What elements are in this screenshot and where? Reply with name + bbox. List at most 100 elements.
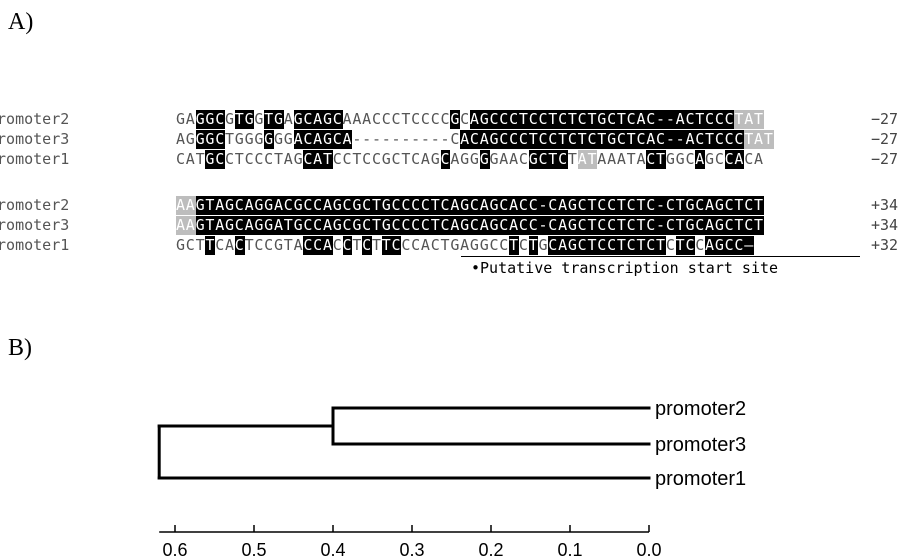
base: G	[479, 236, 490, 254]
base: -	[440, 130, 451, 148]
base: C	[381, 110, 392, 128]
base: -	[675, 130, 686, 149]
base: C	[724, 110, 735, 129]
base: -	[665, 130, 676, 149]
base: A	[460, 130, 470, 149]
base: C	[724, 150, 735, 169]
base: G	[430, 150, 441, 168]
base: C	[518, 130, 529, 149]
base: G	[460, 196, 470, 215]
alignment-row-promoter3: promoter3AAGTAGCAGGATGCCAGCGCTGCCCCTCAGC…	[0, 216, 905, 235]
base: A	[273, 196, 284, 215]
base: C	[401, 236, 412, 254]
base: C	[401, 196, 412, 215]
base: A	[616, 150, 627, 168]
base: C	[215, 236, 225, 254]
base: G	[460, 216, 470, 235]
base: G	[381, 216, 392, 235]
base: C	[714, 150, 725, 168]
base: C	[538, 130, 549, 149]
base: C	[518, 216, 529, 235]
base: G	[450, 110, 461, 129]
base: C	[558, 150, 568, 169]
base: A	[420, 150, 431, 168]
base: A	[322, 236, 333, 255]
base: C	[313, 216, 323, 235]
base: C	[577, 110, 588, 129]
base: C	[332, 236, 343, 254]
base: T	[675, 216, 686, 235]
base: C	[264, 150, 274, 168]
base: T	[636, 196, 647, 215]
base: G	[293, 150, 304, 168]
base: T	[528, 236, 539, 255]
base: C	[724, 130, 735, 149]
base: -	[352, 130, 363, 148]
base: C	[303, 130, 314, 149]
base: C	[362, 150, 372, 168]
base: G	[322, 130, 333, 149]
base: C	[616, 130, 627, 149]
base: C	[489, 236, 500, 254]
base: -	[656, 110, 666, 129]
base: C	[342, 216, 353, 235]
sequence-name: promoter2	[0, 110, 70, 128]
base: T	[587, 236, 598, 255]
base: G	[567, 216, 578, 235]
base: C	[626, 216, 637, 235]
sequence-name: promoter3	[0, 130, 70, 148]
base: T	[636, 236, 647, 255]
base: G	[460, 150, 470, 168]
base: C	[714, 110, 725, 129]
base: C	[567, 130, 578, 149]
base: C	[440, 110, 451, 128]
base: T	[371, 216, 382, 235]
base: C	[577, 196, 588, 215]
base: C	[558, 110, 568, 129]
base: G	[479, 110, 490, 129]
base: C	[724, 196, 735, 215]
base: A	[469, 110, 480, 129]
base: C	[714, 130, 725, 149]
base: G	[352, 196, 363, 215]
base: -	[362, 130, 372, 148]
base: T	[587, 196, 598, 215]
base: C	[215, 110, 225, 129]
base: T	[577, 130, 588, 149]
base: T	[754, 110, 764, 129]
base: C	[430, 236, 441, 254]
base: C	[254, 150, 265, 168]
base: G	[176, 236, 186, 254]
base: C	[646, 110, 657, 129]
base: A	[283, 110, 294, 128]
base: T	[371, 236, 382, 254]
base: C	[548, 196, 559, 215]
base: T	[371, 196, 382, 215]
base: G	[283, 130, 294, 148]
base: C	[469, 196, 480, 215]
base: G	[685, 216, 696, 235]
base: C	[626, 110, 637, 129]
axis-tick-label: 0.1	[557, 540, 582, 560]
sequence-position: −27	[871, 110, 899, 128]
base: G	[665, 150, 676, 168]
base: C	[283, 196, 294, 215]
base: A	[460, 236, 470, 254]
base: A	[577, 150, 588, 169]
base: —	[744, 236, 755, 255]
base: C	[626, 236, 637, 255]
base: C	[587, 130, 598, 149]
base: A	[313, 150, 323, 169]
base: G	[244, 130, 255, 148]
panel-a-label: A)	[8, 9, 34, 35]
base: G	[479, 150, 490, 169]
base: -	[538, 216, 549, 235]
sequence-position: +32	[871, 236, 899, 254]
base: C	[528, 216, 539, 235]
base: C	[705, 110, 715, 129]
axis-tick-label: 0.3	[399, 540, 424, 560]
alignment-row-promoter3: promoter3AGGGCTGGGGGGACAGCA----------CAC…	[0, 130, 905, 149]
base: C	[362, 236, 372, 255]
sequence-bases: CATGCCTCCCTAGCATCCTCCGCTCAGCAGGGGAACGCTC…	[176, 150, 764, 169]
base: C	[460, 110, 470, 128]
